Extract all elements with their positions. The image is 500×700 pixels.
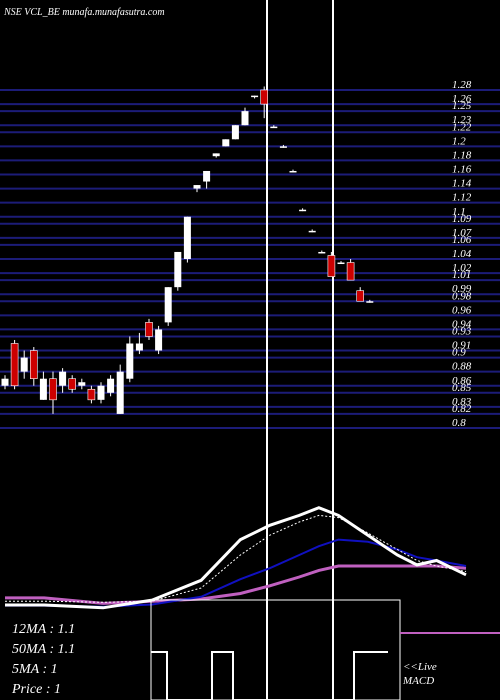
candle-body [308,230,316,233]
y-tick-label: 1.18 [452,149,472,161]
y-tick-label: 1.2 [452,135,466,147]
y-tick-label: 0.9 [452,347,466,359]
y-tick-label: 1.04 [452,248,472,260]
candle-body [289,170,297,173]
candle-body [327,255,336,277]
candle-body [193,185,201,189]
indicator-line [5,564,467,605]
y-tick-label: 1.02 [452,262,472,274]
chart-title: NSE VCL_BE munafa.munafasutra.com [3,7,165,18]
candle-body [107,378,115,393]
indicators [5,506,467,610]
y-tick-label: 1.09 [452,213,472,225]
live-label: <<Live [403,661,437,673]
candle-body [212,153,220,157]
candle-body [116,371,124,414]
ma-label: 50MA : 1.1 [12,642,75,657]
candle-body [155,329,163,351]
candle-body [1,378,9,386]
candle-body [299,209,307,212]
y-tick-label: 1.14 [452,178,472,190]
y-tick-label: 1.25 [452,100,472,112]
candle-body [174,251,182,288]
candle-body [241,111,249,126]
candle-body [10,343,19,387]
candle-body [29,350,38,380]
macd-line [151,651,388,700]
y-tick-label: 0.98 [452,290,472,302]
y-tick-label: 0.83 [452,396,472,408]
candle-body [164,287,172,323]
candle-body [251,95,259,98]
candle-body [337,262,345,265]
candle-body [270,126,278,129]
candle-body [279,146,287,148]
indicator-line [5,506,467,610]
y-tick-label: 0.82 [452,403,472,415]
price-label: Price : 1 [11,682,61,697]
candle-body [145,322,153,337]
y-tick-label: 0.93 [452,325,472,337]
y-tick-label: 0.86 [452,375,472,387]
y-tick-label: 1.06 [452,234,472,246]
candle-body [39,378,47,400]
y-tick-label: 0.91 [452,340,471,352]
candle-body [126,343,134,379]
candle-body [318,251,326,254]
candle-body [97,385,105,400]
y-tick-label: 1.22 [452,121,472,133]
candle-body [59,371,67,386]
candle-body [20,357,28,372]
y-tick-label: 0.85 [452,382,472,394]
macd-box [150,599,401,700]
y-tick-label: 1.07 [452,227,472,239]
y-tick-label: 1.1 [452,206,466,218]
y-tick-label: 0.94 [452,318,472,330]
grid: 1.28 1.261.25 1.231.22 1.2 1.18 1.16 1.14 1.12 1… [0,79,500,429]
y-tick-label: 1.12 [452,192,472,204]
candle-body [49,378,57,401]
candle-body [203,170,211,182]
y-tick-label: 0.99 [452,283,472,295]
candle-body [68,378,76,390]
candle-body [87,388,96,401]
candle-body [231,125,239,140]
macd-label: MACD [402,675,434,687]
ma-label: 5MA : 1 [12,662,58,677]
y-tick-label: 1.26 [452,93,472,105]
candle-body [366,301,374,303]
ma-label: 12MA : 1.1 [12,622,75,637]
indicator-line [5,514,467,603]
candle-body [356,290,365,302]
y-tick-label: 1.01 [452,269,471,281]
candles [1,86,374,414]
y-tick-label: 1.28 [452,79,472,91]
candle-body [135,343,143,351]
candle-body [78,382,86,386]
candle-body [183,216,191,259]
y-tick-label: 1.16 [452,164,472,176]
y-tick-label: 1.23 [452,114,472,126]
y-tick-label: 0.96 [452,304,472,316]
y-tick-label: 0.8 [452,417,466,429]
candle-body [346,262,355,281]
candle-body [222,139,230,147]
candle-body [260,89,269,105]
y-tick-label: 0.88 [452,361,472,373]
